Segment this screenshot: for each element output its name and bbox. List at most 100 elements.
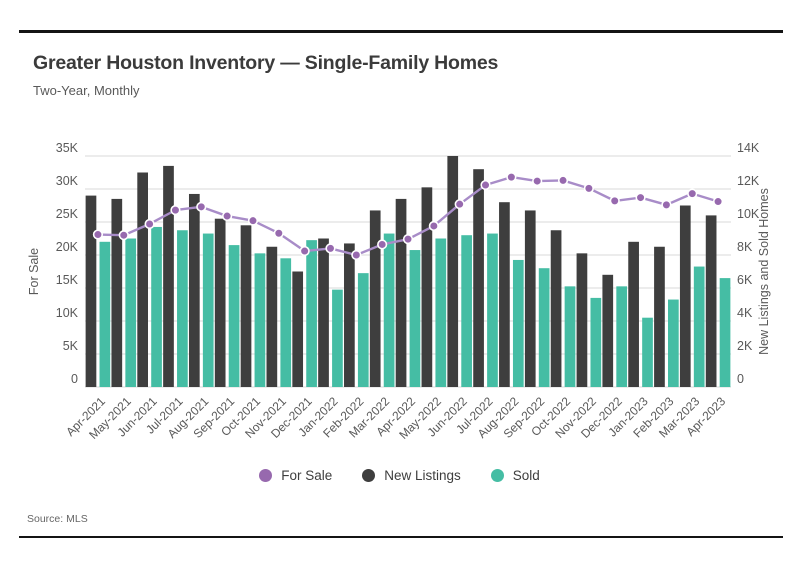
new-listings-bar xyxy=(654,246,665,387)
right-axis-tick-label: 0 xyxy=(737,372,744,386)
left-axis-tick-label: 35K xyxy=(56,141,79,155)
left-axis-tick-label: 5K xyxy=(63,339,79,353)
sold-bar xyxy=(125,238,137,387)
sold-legend-dot-icon xyxy=(490,469,504,482)
for-sale-point xyxy=(454,199,465,210)
new-listings-bar xyxy=(163,165,174,387)
for-sale-point xyxy=(377,239,388,250)
new-listings-legend-dot-icon xyxy=(362,469,376,482)
legend-label: For Sale xyxy=(281,468,333,483)
sold-bar xyxy=(668,299,679,387)
left-axis-tick-label: 15K xyxy=(56,273,79,287)
bottom-rule xyxy=(19,536,783,538)
new-listings-bar xyxy=(344,243,355,387)
new-listings-bar xyxy=(318,238,329,387)
new-listings-bar xyxy=(628,241,639,387)
sold-bar xyxy=(487,233,498,387)
new-listings-bar xyxy=(111,198,123,387)
sold-bar xyxy=(228,245,240,387)
legend-label: Sold xyxy=(512,468,540,483)
for-sale-point xyxy=(428,220,439,232)
new-listings-bar xyxy=(473,169,484,387)
for-sale-point xyxy=(532,175,543,187)
sold-bar xyxy=(99,241,111,387)
new-listings-bar xyxy=(679,205,691,387)
for-sale-point xyxy=(144,218,155,230)
chart-legend: For Sale New Listings Sold xyxy=(0,468,799,483)
new-listings-bar xyxy=(602,274,614,387)
sold-bar xyxy=(564,286,576,387)
for-sale-point xyxy=(325,243,336,254)
sold-bar xyxy=(719,278,731,387)
for-sale-point xyxy=(712,196,724,207)
right-axis-tick-label: 4K xyxy=(737,306,753,320)
for-sale-legend-dot-icon xyxy=(259,469,273,482)
sold-bar xyxy=(461,235,472,387)
for-sale-point xyxy=(661,199,672,210)
for-sale-point xyxy=(583,183,594,194)
new-listings-bar xyxy=(266,246,278,387)
new-listings-bar xyxy=(576,253,588,387)
legend-item-for-sale: For Sale xyxy=(259,468,332,483)
for-sale-point xyxy=(609,195,620,206)
for-sale-point xyxy=(273,228,284,239)
top-rule xyxy=(19,30,783,33)
sold-bar xyxy=(409,250,421,387)
right-axis-tick-label: 10K xyxy=(737,207,760,221)
for-sale-point xyxy=(402,234,414,245)
chart-title: Greater Houston Inventory — Single-Famil… xyxy=(33,52,499,74)
right-axis-title: New Listings and Sold Homes xyxy=(757,188,771,355)
for-sale-point xyxy=(118,230,129,241)
right-axis-tick-label: 8K xyxy=(737,240,753,254)
for-sale-point xyxy=(480,179,491,191)
chart-subtitle: Two-Year, Monthly xyxy=(33,83,140,98)
new-listings-bar xyxy=(395,198,407,387)
left-axis-title: For Sale xyxy=(27,248,41,295)
sold-bar xyxy=(616,286,628,387)
legend-item-sold: Sold xyxy=(490,468,540,483)
new-listings-bar xyxy=(240,225,252,387)
left-axis-tick-label: 0 xyxy=(71,372,78,386)
for-sale-point xyxy=(170,205,181,216)
new-listings-bar xyxy=(369,210,381,387)
left-axis-tick-label: 20K xyxy=(56,240,79,254)
new-listings-bar xyxy=(499,202,510,387)
for-sale-point xyxy=(351,249,362,261)
new-listings-bar xyxy=(214,218,226,387)
sold-bar xyxy=(332,289,343,387)
sold-bar xyxy=(280,258,292,387)
legend-item-new-listings: New Listings xyxy=(362,468,461,483)
new-listings-bar xyxy=(188,193,200,387)
for-sale-point xyxy=(196,201,207,212)
left-axis-tick-label: 10K xyxy=(56,306,79,320)
for-sale-point xyxy=(92,229,104,240)
for-sale-point xyxy=(506,172,517,183)
sold-bar xyxy=(642,317,653,387)
for-sale-point xyxy=(222,210,233,222)
for-sale-point xyxy=(299,245,310,257)
for-sale-point xyxy=(687,188,698,199)
source-note: Source: MLS xyxy=(27,513,88,525)
legend-label: New Listings xyxy=(384,468,461,483)
new-listings-bar xyxy=(447,156,459,387)
right-axis-tick-label: 14K xyxy=(737,141,760,155)
sold-bar xyxy=(512,259,524,387)
sold-bar xyxy=(151,226,162,387)
new-listings-bar xyxy=(292,271,304,387)
sold-bar xyxy=(202,233,214,387)
sold-bar xyxy=(693,266,705,387)
sold-bar xyxy=(538,268,550,387)
left-axis-tick-label: 30K xyxy=(56,174,79,188)
sold-bar xyxy=(590,297,602,387)
new-listings-bar xyxy=(705,215,717,387)
sold-bar xyxy=(254,253,266,387)
new-listings-bar xyxy=(421,187,433,387)
sold-bar xyxy=(357,273,369,387)
new-listings-bar xyxy=(137,172,148,387)
right-axis-tick-label: 6K xyxy=(737,273,753,287)
sold-bar xyxy=(435,238,447,387)
for-sale-point xyxy=(635,192,646,203)
for-sale-point xyxy=(247,215,259,226)
